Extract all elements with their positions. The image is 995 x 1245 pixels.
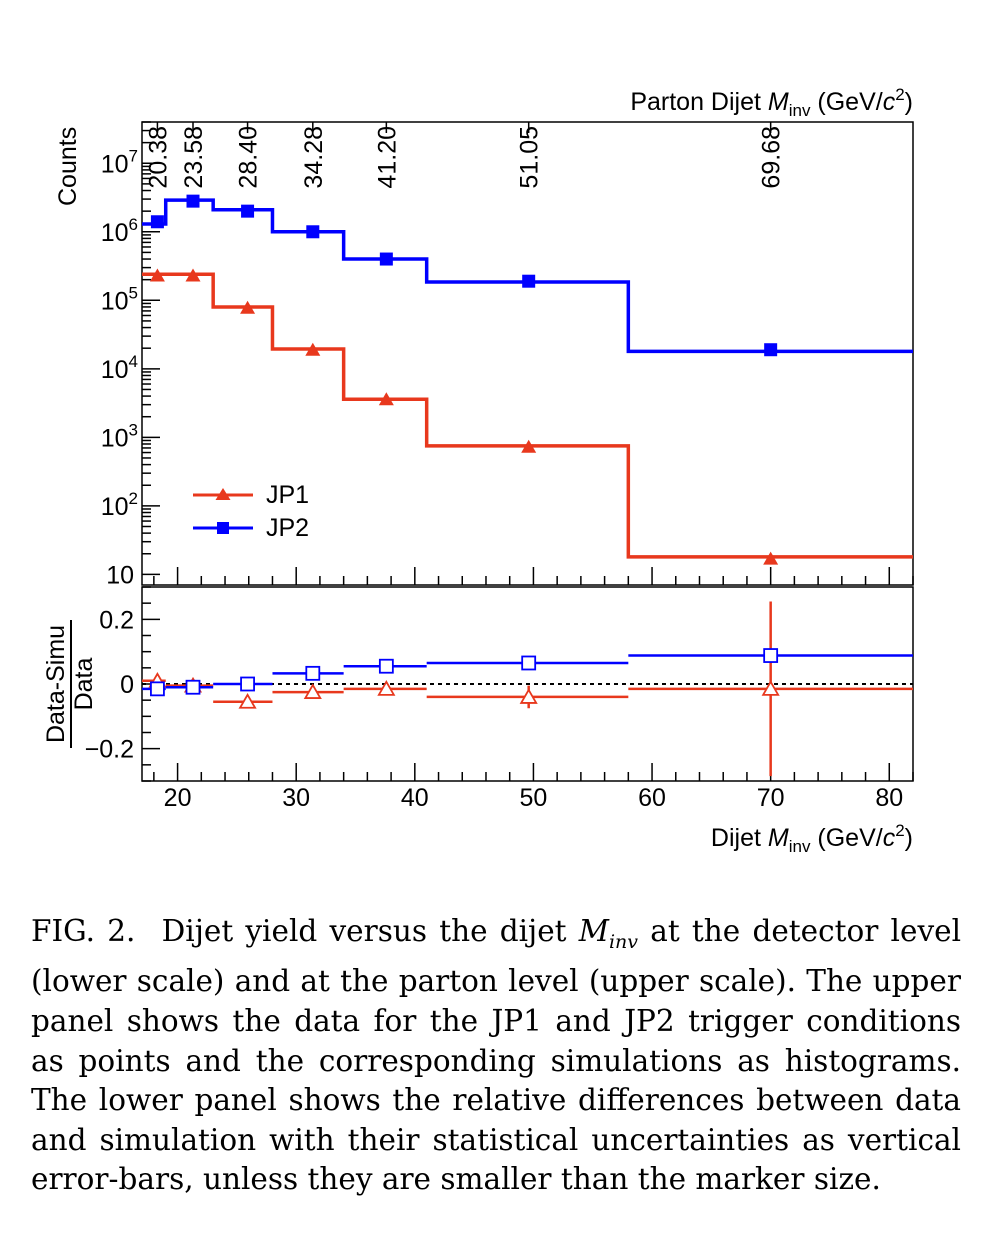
lower-x-tick-label: 60 (638, 784, 666, 812)
upper-y-tick-label: 105 (101, 283, 138, 315)
data-point-jp2 (186, 194, 200, 208)
lower-x-tick-label: 20 (164, 784, 192, 812)
lower-x-tick-labels: 20 30 40 50 60 70 80 (164, 784, 904, 812)
lower-axis-ticks (142, 586, 914, 782)
legend: JP1 JP2 (193, 481, 309, 542)
top-axis-tick-label: 34.28 (300, 126, 328, 189)
lower-x-tick-label: 80 (875, 784, 903, 812)
lower-y-tick-labels: 0.2 0 −0.2 (85, 606, 134, 763)
residual-point-jp1 (303, 683, 322, 699)
upper-y-tick-labels: 10 102 103 104 105 106 107 (101, 146, 138, 589)
lower-panel: 20 30 40 50 60 70 80 0.2 0 −0.2 Data-Simu Data D… (42, 586, 914, 856)
upper-y-tick-label: 103 (101, 420, 138, 452)
residual-point-jp2 (763, 648, 779, 663)
lower-y-axis-label: Data-Simu Data (42, 620, 98, 748)
data-point-jp2 (522, 274, 536, 288)
upper-y-tick-label: 107 (101, 146, 138, 178)
lower-residual-points (142, 601, 913, 777)
legend-jp1-marker (215, 488, 231, 500)
residual-point-jp1 (238, 692, 257, 709)
residual-point-jp2 (185, 679, 201, 695)
lower-x-axis-label: Dijet Minv (GeV/c2) (711, 821, 913, 856)
top-axis-tick-label: 69.68 (758, 126, 786, 189)
lower-y-label-denominator: Data (70, 658, 98, 711)
top-axis-label: Parton Dijet Minv (GeV/c2) (630, 85, 913, 120)
lower-x-tick-label: 40 (401, 784, 429, 812)
data-point-jp1 (305, 342, 321, 356)
data-point-jp1 (185, 268, 201, 282)
figure-caption: FIG. 2. Dijet yield versus the dijet Min… (31, 912, 961, 1200)
caption-text-part-2: at the detector level (lower scale) and … (31, 914, 962, 1197)
residual-point-jp2 (305, 665, 321, 681)
upper-plot-frame (141, 121, 914, 586)
residual-point-jp2 (240, 676, 255, 692)
upper-y-tick-label: 106 (101, 215, 138, 247)
lower-y-tick-label: −0.2 (85, 736, 134, 764)
caption-label: FIG. 2. (31, 914, 136, 948)
lower-x-tick-label: 30 (282, 784, 310, 812)
upper-axis-ticks (142, 121, 914, 585)
caption-text-part-1: Dijet yield versus the dijet (161, 914, 579, 948)
lower-y-tick-label: 0 (120, 671, 134, 699)
caption-math-symbol: Minv (578, 914, 639, 953)
residual-point-jp1 (377, 680, 396, 696)
data-point-jp2 (150, 215, 164, 229)
top-axis-tick-label: 20.38 (144, 126, 172, 189)
top-axis-tick-label: 51.05 (516, 126, 544, 189)
data-point-jp1 (240, 300, 256, 314)
simulation-hist-jp1 (142, 272, 913, 559)
upper-y-tick-label: 102 (101, 489, 138, 521)
residual-point-jp2 (378, 658, 394, 674)
data-point-jp2 (764, 343, 778, 357)
upper-y-tick-label: 10 (106, 561, 134, 589)
upper-panel: 10 102 103 104 105 106 107 20.38 23.58 28.40 34.2… (54, 85, 914, 589)
top-axis-tick-label: 23.58 (180, 126, 208, 189)
residual-point-jp1 (519, 688, 538, 704)
data-point-jp2 (379, 252, 393, 266)
data-point-jp1 (149, 268, 165, 282)
upper-y-axis-label: Counts (54, 127, 82, 206)
dijet-figure: 10 102 103 104 105 106 107 20.38 23.58 28.40 34.2… (42, 85, 914, 856)
lower-x-tick-label: 70 (757, 784, 785, 812)
lower-x-tick-label: 50 (520, 784, 548, 812)
data-point-jp1 (521, 439, 537, 453)
residual-point-jp1 (761, 680, 780, 696)
data-point-jp2 (241, 204, 255, 218)
data-point-jp1 (378, 392, 394, 406)
top-axis-ticks (156, 122, 772, 133)
residual-point-jp2 (521, 655, 537, 671)
lower-y-tick-label: 0.2 (99, 606, 134, 634)
upper-y-tick-label: 104 (101, 352, 138, 384)
top-axis-tick-labels: 20.38 23.58 28.40 34.28 41.20 51.05 69.68 (144, 126, 785, 189)
data-point-jp1 (763, 551, 779, 565)
legend-jp2-label: JP2 (266, 514, 309, 542)
residual-point-jp2 (150, 681, 165, 697)
data-point-jp2 (306, 225, 320, 239)
upper-simulation-histograms (142, 198, 913, 559)
top-axis-tick-label: 28.40 (235, 126, 263, 189)
legend-jp1-label: JP1 (266, 481, 309, 509)
top-axis-tick-label: 41.20 (373, 126, 401, 189)
lower-y-label-numerator: Data-Simu (42, 625, 70, 743)
legend-jp2-marker (217, 522, 229, 534)
upper-data-points (149, 194, 779, 565)
